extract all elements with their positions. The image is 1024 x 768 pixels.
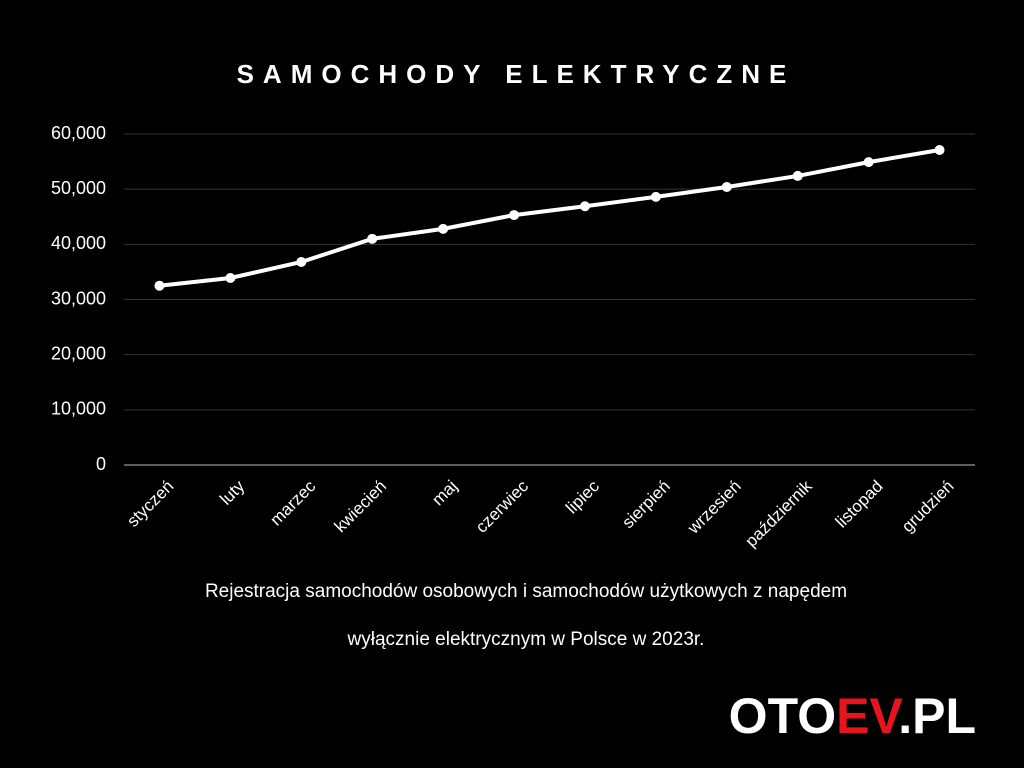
point [367,233,378,244]
x-tick-label: czerwiec [472,476,533,537]
x-tick-label: październik [741,476,816,551]
caption: Rejestracja samochodów osobowych i samoc… [205,581,847,602]
x-tick-label: lipiec [562,476,603,517]
y-tick-label: 60,000 [51,123,106,143]
y-tick-label: 30,000 [51,288,106,308]
point [438,223,449,234]
line [159,148,940,288]
point [863,157,874,168]
x-tick-label: grudzień [898,477,958,537]
chart-title: SAMOCHODY ELEKTRYCZNE [237,59,796,89]
x-tick-label: sierpień [618,477,674,533]
x-tick-label: luty [216,476,248,508]
point [154,280,165,291]
y-tick-label: 0 [96,454,106,474]
point [296,256,307,267]
logo-part: EV [836,688,903,744]
x-tick-label: kwiecień [331,477,391,537]
x-tick-label: styczeń [123,477,177,531]
caption: wyłącznie elektrycznym w Polsce w 2023r. [347,629,705,650]
point [792,170,803,181]
point [721,181,732,192]
point [650,191,661,202]
x-tick-label: marzec [266,476,319,529]
point [934,144,945,155]
y-tick-label: 10,000 [51,399,106,419]
x-tick-label: wrzesień [683,477,745,539]
y-tick-label: 50,000 [51,178,106,198]
logo-part: .PL [898,688,976,744]
point [579,201,590,212]
y-tick-label: 40,000 [51,233,106,253]
y-tick-label: 20,000 [51,343,106,363]
x-tick-label: maj [428,477,461,510]
point [225,272,236,283]
logo-part: OTO [729,688,836,744]
x-tick-label: listopad [832,477,887,532]
logo: OTOEV.PL [729,688,976,744]
point [509,210,520,221]
